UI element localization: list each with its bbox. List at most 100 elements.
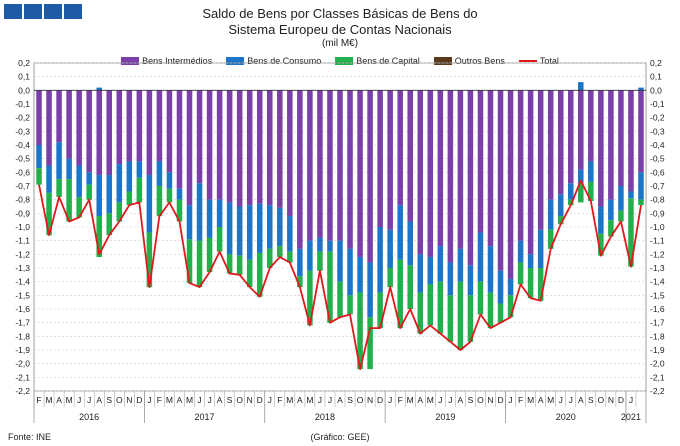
bar-capital — [537, 268, 544, 301]
bar-intermedios — [487, 90, 494, 247]
bar-capital — [206, 237, 213, 273]
bar-consumo — [287, 216, 293, 252]
x-tick-label: O — [116, 395, 123, 405]
y-tick-label-left: -0,1 — [15, 99, 30, 109]
bar-consumo — [588, 161, 594, 182]
bar-capital — [216, 227, 223, 252]
bar-intermedios — [608, 90, 614, 200]
x-tick-label: S — [588, 395, 594, 405]
bar-consumo — [297, 248, 303, 277]
brand-logo — [4, 4, 82, 19]
bar-consumo — [96, 175, 102, 217]
x-tick-label: J — [197, 395, 201, 405]
x-tick-label: N — [608, 395, 614, 405]
x-tick-label: F — [157, 395, 162, 405]
bar-consumo — [477, 232, 484, 282]
y-tick-label-right: -1,0 — [650, 222, 665, 232]
bar-consumo — [517, 240, 524, 263]
bar-consumo — [66, 158, 72, 180]
bar-capital — [36, 168, 42, 185]
year-label: 2018 — [315, 412, 335, 422]
x-tick-label: O — [598, 395, 605, 405]
y-tick-label-left: 0,0 — [18, 85, 30, 95]
bar-intermedios — [106, 90, 113, 176]
bar-intermedios — [297, 90, 303, 249]
bar-consumo — [236, 206, 243, 256]
y-tick-label-left: -1,0 — [15, 222, 30, 232]
bar-intermedios — [497, 90, 504, 271]
bar-capital — [447, 295, 454, 342]
bar-intermedios — [287, 90, 293, 217]
legend-swatch-intermedios — [121, 57, 140, 65]
bar-capital — [578, 183, 584, 203]
bar-capital — [267, 248, 273, 268]
bar-capital — [437, 281, 444, 334]
bar-consumo — [146, 175, 153, 233]
bar-consumo — [507, 278, 514, 296]
source-note: Fonte: INE — [8, 432, 52, 442]
bar-intermedios — [547, 90, 554, 200]
bar-capital — [417, 292, 424, 334]
bar-intermedios — [176, 90, 183, 189]
bar-intermedios — [236, 90, 243, 207]
x-tick-label: A — [458, 395, 464, 405]
x-tick-label: J — [87, 395, 91, 405]
x-tick-label: M — [66, 395, 73, 405]
bar-intermedios — [267, 90, 273, 206]
legend-label-consumo: Bens de Consumo — [247, 56, 322, 66]
legend-swatch-capital — [335, 57, 354, 65]
bar-consumo — [156, 161, 163, 186]
bar-capital — [457, 281, 464, 350]
bar-capital — [307, 270, 313, 326]
bar-intermedios — [397, 90, 403, 206]
bar-intermedios — [136, 90, 143, 162]
bar-outros — [96, 87, 102, 91]
bar-consumo — [467, 265, 474, 296]
legend-label-total: Total — [539, 56, 559, 66]
y-tick-label-left: -0,8 — [15, 195, 30, 205]
bar-intermedios — [206, 90, 213, 200]
bar-capital — [407, 265, 413, 309]
bar-intermedios — [457, 90, 464, 249]
chart-legend: Bens Intermédios Bens de Consumo Bens de… — [0, 56, 680, 66]
y-tick-label-left: -0,4 — [15, 140, 30, 150]
bar-intermedios — [537, 90, 544, 230]
bar-intermedios — [56, 90, 62, 143]
bar-intermedios — [407, 90, 413, 222]
bar-consumo — [367, 262, 373, 318]
y-tick-label-right: -2,0 — [650, 359, 665, 369]
bar-intermedios — [467, 90, 474, 266]
bar-intermedios — [166, 90, 173, 173]
year-label: 2019 — [435, 412, 455, 422]
bar-capital — [628, 198, 634, 267]
bar-capital — [347, 295, 353, 315]
bar-capital — [156, 186, 163, 217]
y-tick-label-left: -1,2 — [15, 249, 30, 259]
y-tick-label-right: -2,1 — [650, 372, 665, 382]
bar-intermedios — [307, 90, 313, 241]
x-tick-label: S — [347, 395, 353, 405]
bar-consumo — [447, 262, 454, 296]
year-label: 2017 — [195, 412, 215, 422]
bar-capital — [547, 229, 554, 249]
chart-title-line2: Sistema Europeu de Contas Nacionais — [228, 22, 452, 37]
x-tick-label: M — [427, 395, 434, 405]
bar-intermedios — [507, 90, 514, 279]
legend-swatch-outros — [433, 57, 452, 65]
bar-capital — [618, 210, 624, 222]
bar-capital — [116, 202, 123, 222]
bar-intermedios — [447, 90, 454, 263]
y-tick-label-left: -1,1 — [15, 236, 30, 246]
chart-unit: (mil M€) — [321, 38, 359, 49]
y-tick-label-left: -1,7 — [15, 318, 30, 328]
bar-consumo — [307, 240, 313, 271]
bar-intermedios — [66, 90, 72, 159]
bar-intermedios — [578, 90, 584, 170]
y-tick-label-right: -1,5 — [650, 290, 665, 300]
legend-item-total: Total — [518, 56, 559, 66]
bar-consumo — [618, 186, 624, 211]
bar-intermedios — [347, 90, 353, 249]
y-tick-label-left: -1,5 — [15, 290, 30, 300]
bar-consumo — [256, 203, 263, 253]
bar-capital — [106, 213, 113, 236]
